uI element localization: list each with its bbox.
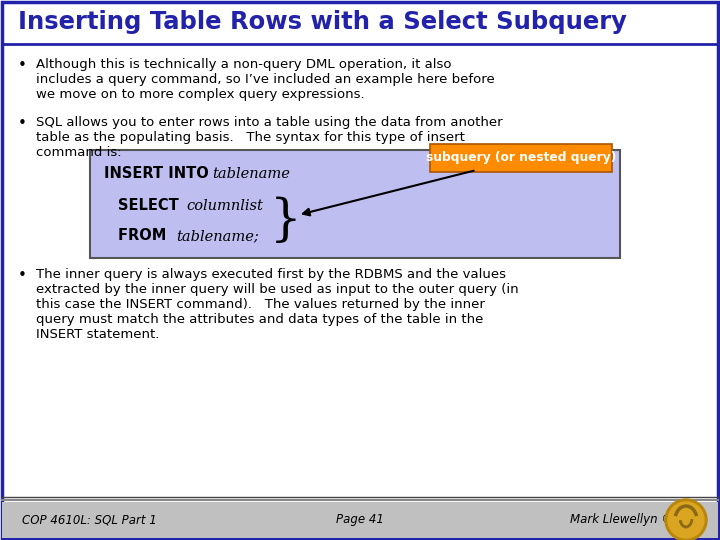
Text: columnlist: columnlist — [186, 199, 263, 213]
Text: Inserting Table Rows with a Select Subquery: Inserting Table Rows with a Select Subqu… — [18, 10, 627, 34]
Text: we move on to more complex query expressions.: we move on to more complex query express… — [36, 88, 364, 101]
Text: SELECT: SELECT — [118, 199, 184, 213]
Circle shape — [668, 502, 704, 538]
FancyBboxPatch shape — [2, 502, 718, 538]
Text: tablename: tablename — [212, 167, 290, 181]
Text: COP 4610L: SQL Part 1: COP 4610L: SQL Part 1 — [22, 514, 157, 526]
Text: subquery (or nested query): subquery (or nested query) — [426, 152, 616, 165]
Text: query must match the attributes and data types of the table in the: query must match the attributes and data… — [36, 313, 483, 326]
Text: Although this is technically a non-query DML operation, it also: Although this is technically a non-query… — [36, 58, 451, 71]
Text: tablename;: tablename; — [176, 229, 258, 243]
Text: command is:: command is: — [36, 146, 122, 159]
Text: SQL allows you to enter rows into a table using the data from another: SQL allows you to enter rows into a tabl… — [36, 116, 503, 129]
Text: includes a query command, so I’ve included an example here before: includes a query command, so I’ve includ… — [36, 73, 495, 86]
Text: Page 41: Page 41 — [336, 514, 384, 526]
Text: Mark Llewellyn ©: Mark Llewellyn © — [570, 514, 673, 526]
FancyBboxPatch shape — [90, 150, 620, 258]
Text: table as the populating basis.   The syntax for this type of insert: table as the populating basis. The synta… — [36, 131, 465, 144]
FancyBboxPatch shape — [430, 144, 612, 172]
Text: }: } — [270, 196, 302, 246]
Text: •: • — [18, 58, 27, 73]
Text: extracted by the inner query will be used as input to the outer query (in: extracted by the inner query will be use… — [36, 283, 518, 296]
Text: INSERT statement.: INSERT statement. — [36, 328, 159, 341]
Text: INSERT INTO: INSERT INTO — [104, 166, 214, 181]
Text: •: • — [18, 116, 27, 131]
Text: FROM: FROM — [118, 228, 176, 244]
Text: The inner query is always executed first by the RDBMS and the values: The inner query is always executed first… — [36, 268, 506, 281]
Text: this case the INSERT command).   The values returned by the inner: this case the INSERT command). The value… — [36, 298, 485, 311]
Text: •: • — [18, 268, 27, 283]
Circle shape — [665, 499, 707, 540]
